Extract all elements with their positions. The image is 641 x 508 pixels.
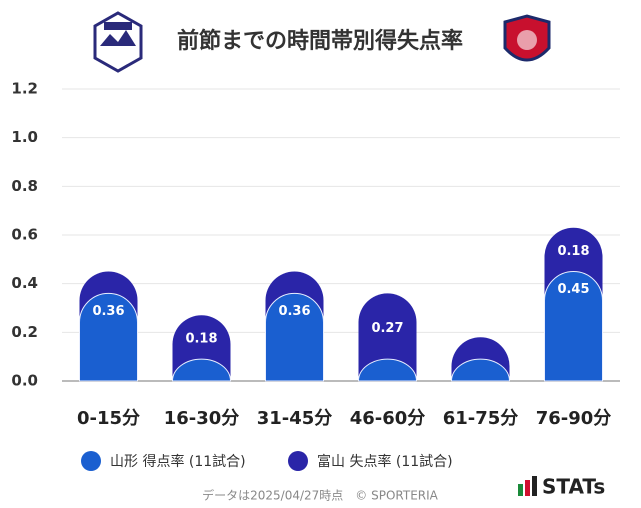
legend-label: 富山 失点率 (11試合) (317, 453, 453, 470)
x-tick-label: 76-90分 (536, 408, 612, 429)
data-label: 0.36 (278, 304, 310, 319)
data-label: 0.45 (557, 282, 589, 297)
x-tick-label: 61-75分 (443, 408, 519, 429)
legend: 山形 得点率 (11試合) 富山 失点率 (11試合) (81, 451, 453, 471)
bar-segment (79, 292, 138, 382)
bar-segment (544, 271, 603, 382)
y-tick-label: 1.0 (11, 128, 38, 146)
data-label: 0.36 (92, 304, 124, 319)
y-tick-label: 0.6 (11, 226, 38, 244)
data-label: 0.18 (557, 244, 589, 259)
y-tick-label: 0.0 (11, 372, 38, 390)
chart-title: 前節までの時間帯別得失点率 (177, 28, 463, 54)
bar-segment (358, 293, 417, 381)
brand: STATs (542, 475, 605, 499)
bar-segment (171, 358, 232, 382)
x-tick-label: 46-60分 (350, 408, 426, 429)
y-tick-label: 0.4 (11, 274, 38, 292)
y-tick-label: 1.2 (11, 80, 38, 98)
legend-swatch (81, 451, 101, 471)
away-logo (503, 14, 551, 62)
x-tick-label: 16-30分 (164, 408, 240, 429)
x-tick-label: 0-15分 (77, 408, 140, 429)
data-label: 0.27 (371, 321, 403, 336)
legend-label: 山形 得点率 (11試合) (110, 453, 246, 470)
bar-segment (450, 358, 511, 382)
home-logo (93, 11, 143, 73)
x-tick-label: 31-45分 (257, 408, 333, 429)
data-label: 0.18 (185, 332, 217, 347)
y-tick-label: 0.2 (11, 323, 38, 341)
footer: データは2025/04/27時点 © SPORTERIA (202, 488, 439, 503)
legend-swatch (288, 451, 308, 471)
bar-segment (265, 292, 324, 382)
brand-logo: STATs (518, 475, 605, 499)
bar-segment (357, 358, 418, 382)
y-tick-label: 0.8 (11, 177, 38, 195)
